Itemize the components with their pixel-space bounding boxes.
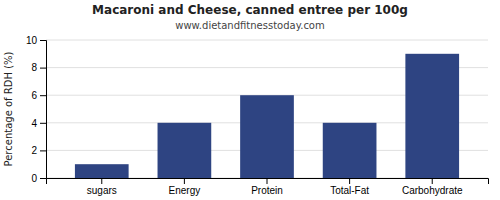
subtitle: www.dietandfitnesstoday.com [175,20,324,31]
x-axis: sugars Energy Protein Total-Fat Carbohydrate [47,178,489,196]
bar [405,54,459,178]
y-tick: 0 [31,173,46,184]
y-tick-mark [40,123,46,124]
x-tick-mark [184,178,185,184]
y-axis-title: Percentage of RDH (%) [3,51,14,166]
x-tick-mark [101,178,102,184]
x-tick-label: Energy [169,185,201,196]
x-tick-mark [349,178,350,184]
y-tick-label: 6 [31,90,37,101]
y-tick-label: 4 [31,118,37,129]
y-tick: 10 [26,35,46,46]
x-tick-label: Carbohydrate [402,185,463,196]
bar [323,123,377,178]
x-tick: sugars [87,178,117,196]
title: Macaroni and Cheese, canned entree per 1… [92,3,408,17]
bar [240,95,294,178]
x-tick-label: sugars [87,185,117,196]
y-tick-label: 8 [31,62,37,73]
x-axis-line [47,179,489,185]
y-tick-label: 10 [26,35,38,46]
y-tick: 6 [31,90,46,101]
bars [75,54,459,178]
x-tick: Energy [169,178,201,196]
bar [75,164,129,178]
chart-svg: Macaroni and Cheese, canned entree per 1… [0,0,500,200]
x-tick-mark [432,178,433,184]
x-tick-label: Total-Fat [330,185,369,196]
y-tick: 4 [31,118,46,129]
y-tick: 2 [31,145,46,156]
bar [158,123,212,178]
y-tick-mark [40,68,46,69]
x-tick: Carbohydrate [402,178,463,196]
y-tick-mark [40,95,46,96]
grid-line [46,40,488,41]
grid [46,40,488,178]
y-tick-label: 0 [31,173,37,184]
x-tick-mark [267,178,268,184]
y-tick-label: 2 [31,145,37,156]
x-tick-label: Protein [251,185,283,196]
y-tick: 8 [31,62,46,73]
chart-container: Macaroni and Cheese, canned entree per 1… [0,0,500,200]
x-tick: Total-Fat [330,178,369,196]
y-axis-line [40,41,47,179]
y-tick-mark [40,40,46,41]
y-tick-mark [40,178,46,179]
y-tick-mark [40,150,46,151]
x-tick: Protein [251,178,283,196]
plot-area: sugars Energy Protein Total-Fat Carbohydrate… [26,35,489,196]
y-axis: 0 2 4 6 8 10 [26,35,47,184]
